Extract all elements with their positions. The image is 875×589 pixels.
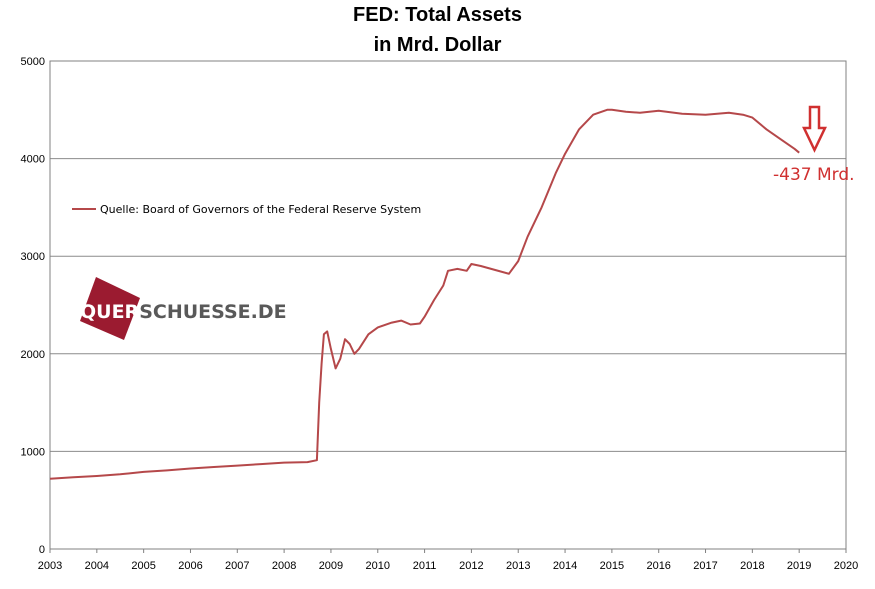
- x-tick-label: 2017: [693, 560, 717, 572]
- x-tick-label: 2019: [787, 560, 811, 572]
- x-tick-label: 2018: [740, 560, 764, 572]
- x-tick-label: 2014: [553, 560, 577, 572]
- logo-text: QUERSCHUESSE.DE: [80, 301, 287, 323]
- x-tick-label: 2004: [85, 560, 109, 572]
- logo-block: [80, 277, 140, 340]
- x-tick-label: 2011: [413, 560, 437, 572]
- logo-text-part1: QUER: [80, 301, 140, 323]
- x-tick-label: 2003: [38, 560, 62, 572]
- y-tick-label: 2000: [21, 349, 45, 361]
- logo-text-part2: SCHUESSE.DE: [139, 301, 286, 323]
- x-tick-label: 2005: [131, 560, 155, 572]
- x-tick-label: 2020: [834, 560, 858, 572]
- grid-lines: [50, 158, 846, 452]
- x-tick-label: 2013: [506, 560, 530, 572]
- querschuesse-logo: QUERSCHUESSE.DE: [80, 277, 287, 340]
- down-arrow-icon: [802, 105, 827, 153]
- x-tick-label: 2012: [459, 560, 483, 572]
- x-tick-label: 2009: [319, 560, 343, 572]
- x-tick-label: 2006: [178, 560, 202, 572]
- chart-title-line2: in Mrd. Dollar: [373, 34, 502, 56]
- chart-title-line1: FED: Total Assets: [353, 4, 522, 26]
- legend-label: Quelle: Board of Governors of the Federa…: [100, 203, 421, 216]
- legend: Quelle: Board of Governors of the Federa…: [72, 203, 421, 216]
- x-tick-label: 2007: [225, 560, 249, 572]
- x-axis-tick-labels: 2003 2004 2005 2006 2007 2008 2009 2010 2011 2012…: [38, 549, 858, 572]
- x-tick-label: 2008: [272, 560, 296, 572]
- x-tick-label: 2015: [600, 560, 624, 572]
- x-tick-label: 2016: [646, 560, 670, 572]
- series-line-total-assets: [49, 108, 800, 480]
- y-tick-label: 5000: [21, 56, 45, 68]
- plot-area-border: [49, 60, 847, 550]
- y-axis-tick-labels: 0 1000 2000 3000 4000 5000: [21, 56, 45, 556]
- y-tick-label: 0: [39, 544, 45, 556]
- y-tick-label: 3000: [21, 251, 45, 263]
- annotation-text: -437 Mrd.: [773, 165, 855, 185]
- y-tick-label: 4000: [21, 154, 45, 166]
- y-tick-label: 1000: [21, 446, 45, 458]
- x-tick-label: 2010: [366, 560, 390, 572]
